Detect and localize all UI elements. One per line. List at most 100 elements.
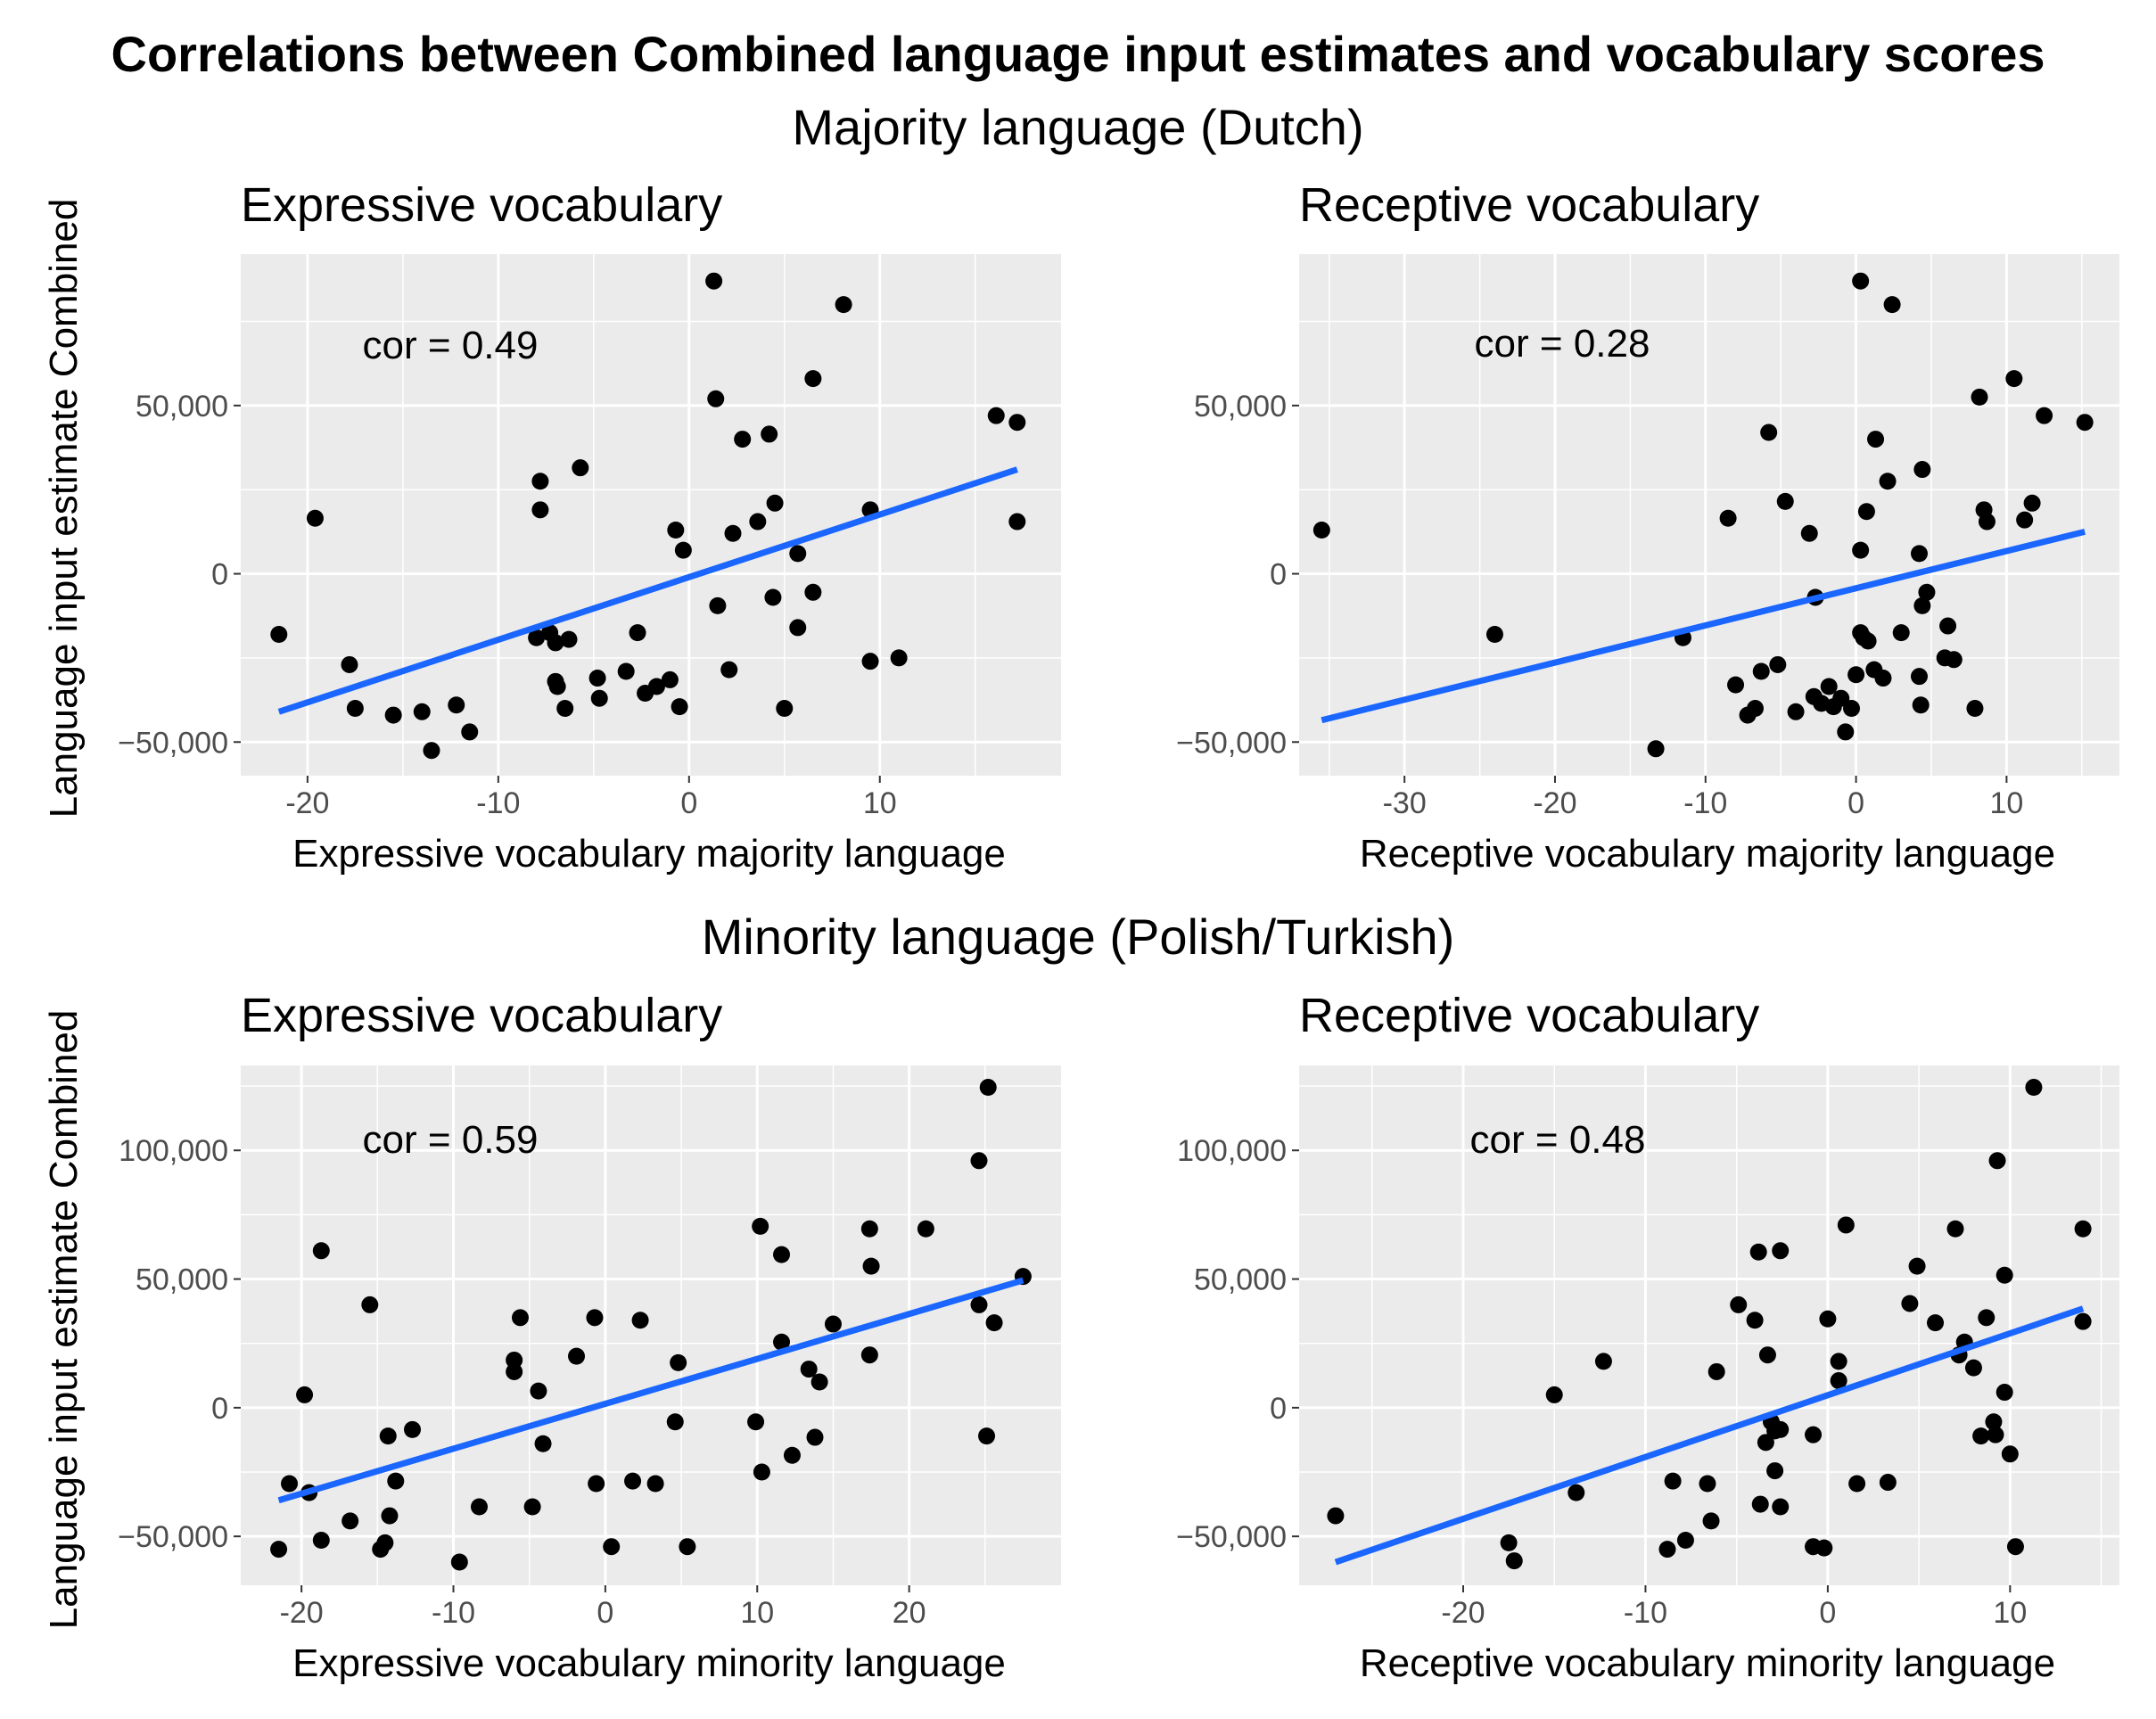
data-point [671,698,688,716]
data-point [1918,583,1936,601]
data-point [1327,1507,1345,1525]
x-tick-label: -20 [1533,786,1576,820]
data-point [1708,1362,1725,1380]
data-point [1760,424,1778,441]
data-point [631,1312,649,1329]
data-point [776,700,794,718]
data-point [511,1309,529,1327]
data-point [1987,1426,2004,1443]
data-point [1988,1152,2006,1170]
data-point [1746,700,1764,718]
data-point [1978,513,1996,531]
data-point [890,649,908,667]
data-point [800,1361,818,1378]
data-point [2074,1220,2092,1238]
data-point [1664,1472,1682,1490]
data-point [646,1475,664,1493]
data-point [1972,1427,1990,1445]
data-point [970,1295,988,1313]
section-label-majority: Majority language (Dutch) [792,99,1363,155]
x-tick-label: 10 [1989,786,2023,820]
panel-title: Expressive vocabulary [241,989,722,1042]
panel-minority-expressive: Expressive vocabulary -20 -10 0 10 20 −50,000… [42,989,1061,1685]
data-point [296,1386,314,1403]
regression-line [1321,528,2086,724]
y-tick-label: 0 [211,1392,228,1426]
data-point [753,1463,770,1481]
data-point [1545,1386,1563,1403]
data-point [528,629,546,646]
data-point [1752,662,1770,680]
x-tick-label: 0 [1847,786,1864,820]
data-point [709,596,727,614]
data-point [707,390,725,407]
x-tick-label: -20 [285,786,329,820]
data-point [1910,668,1928,686]
data-point [523,1498,541,1516]
data-point [387,1472,405,1490]
panel-title: Expressive vocabulary [241,178,722,232]
data-point [1815,1539,1833,1557]
data-point [985,1314,1003,1332]
data-point [547,634,564,652]
data-point [811,1373,828,1391]
data-point [1832,689,1850,707]
x-axis-label: Receptive vocabulary minority language [1360,1641,2055,1685]
x-tick-label: 10 [740,1596,774,1630]
y-tick-label: 100,000 [119,1134,228,1168]
correlation-annotation: cor = 0.49 [363,324,539,367]
data-point [1313,521,1330,539]
data-point [404,1420,422,1438]
data-point [720,661,738,679]
data-point [1879,1474,1897,1492]
data-point [1719,509,1737,527]
data-point [1913,461,1931,479]
x-tick-label: -20 [1441,1596,1485,1630]
data-point [987,407,1005,424]
data-point [361,1295,379,1313]
data-point [281,1475,299,1493]
data-point [2074,1312,2092,1330]
data-point [1837,723,1855,741]
data-point [749,513,767,531]
y-tick-label: 50,000 [136,1263,228,1297]
panel-minority-receptive: Receptive vocabulary -20 -10 0 10 −50,000 0 50… [1176,989,2119,1685]
data-point [1901,1295,1919,1312]
data-point [530,1382,547,1400]
data-point [450,1553,468,1571]
data-point [312,1531,330,1549]
data-point [556,700,574,718]
data-point [1852,541,1870,559]
data-point [586,1309,604,1327]
data-point [979,1079,997,1097]
data-point [835,296,852,314]
data-point [806,1428,824,1446]
y-tick-label: 100,000 [1177,1134,1287,1168]
data-point [1908,1257,1926,1275]
data-point [666,1413,684,1431]
data-point [1883,296,1901,314]
data-point [2001,1445,2019,1463]
data-point [679,1538,696,1556]
y-tick-label: −50,000 [1176,726,1287,760]
data-point [670,1353,687,1371]
data-point [1730,1295,1748,1313]
data-point [342,1512,359,1530]
data-point [764,588,782,606]
data-point [270,1541,288,1559]
data-point [773,1246,791,1263]
y-tick-label: 50,000 [1194,390,1287,424]
data-point [2036,407,2053,424]
data-point [1892,624,1910,642]
data-point [413,703,431,720]
data-point [588,670,606,687]
data-point [560,630,578,648]
data-point [1772,1498,1790,1516]
data-point [747,1413,765,1431]
data-point [1939,617,1957,635]
data-point [1702,1512,1720,1530]
data-point [1966,700,1984,718]
data-point [531,501,549,519]
data-point [1727,676,1745,694]
